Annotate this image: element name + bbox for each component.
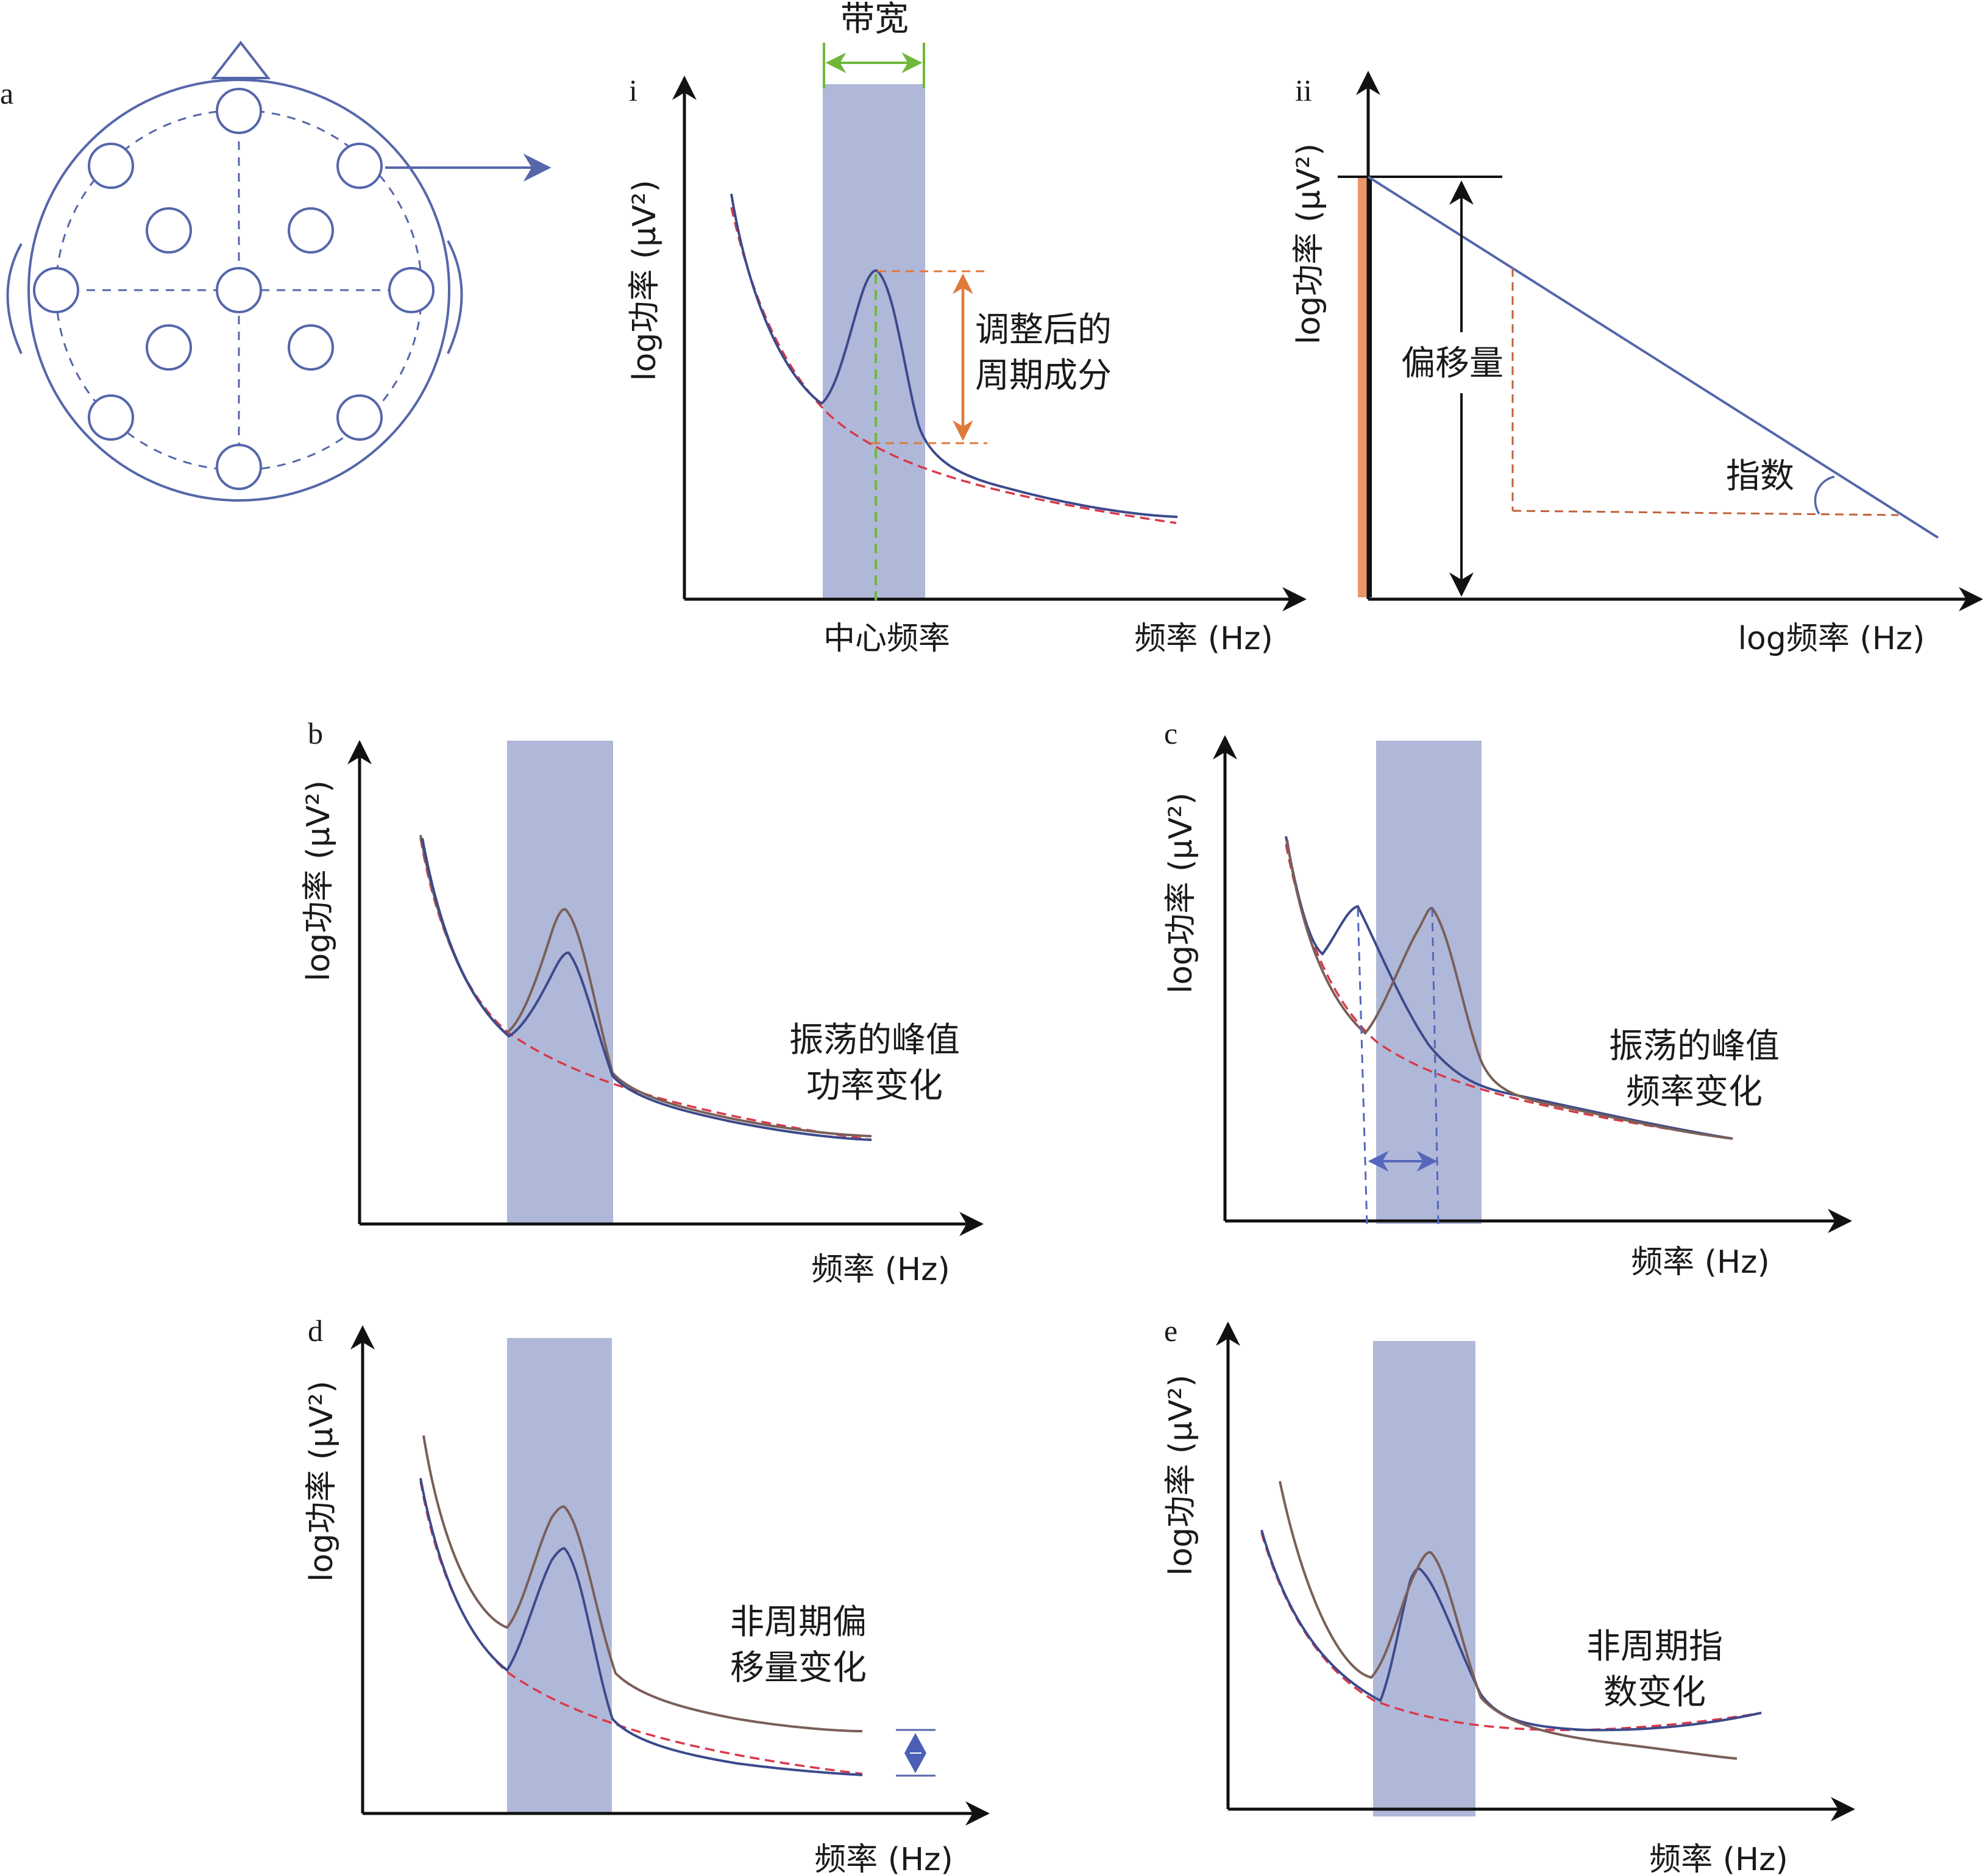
adjusted-periodic-label-line1: 调整后的 — [975, 310, 1112, 350]
panel-b-aperiodic-fit — [419, 838, 872, 1141]
panel-d-caption-line2: 移量变化 — [730, 1648, 867, 1688]
panel-a-head-map: a — [0, 40, 552, 502]
panel-c-caption-line1: 振荡的峰值 — [1609, 1026, 1780, 1066]
nose-triangle — [210, 40, 271, 79]
exponent-angle-arc — [1814, 475, 1835, 514]
exponent-label: 指数 — [1726, 457, 1794, 496]
offset-label-bg — [1393, 332, 1513, 393]
panel-i-power-spectrum — [730, 193, 1178, 518]
electrode-oz — [216, 444, 262, 490]
panel-d-ylabel: log功率 (μV²) — [304, 1381, 340, 1582]
electrode-t7 — [33, 267, 79, 313]
panel-d-aperiodic-fit — [419, 1481, 863, 1775]
electrode-cz — [216, 267, 262, 313]
electrode-p8 — [336, 394, 383, 441]
electrode-f8 — [336, 143, 383, 189]
panel-b-xlabel: 频率 (Hz) — [811, 1251, 950, 1288]
electrode-p3 — [146, 324, 192, 371]
panel-b-spectrum-high — [419, 834, 872, 1137]
panel-i: i log功率 (μV²) 频率 (Hz) 中心频率 带宽 调整后的 周期成分 — [627, 0, 1307, 657]
panel-i-xlabel: 频率 (Hz) — [1134, 621, 1273, 657]
panel-e-spectrum-steep — [1279, 1481, 1738, 1760]
panel-i-label: i — [629, 73, 637, 107]
panel-i-ylabel: log功率 (μV²) — [627, 180, 663, 381]
panel-b: b log功率 (μV²) 频率 (Hz) 振荡的峰值 功率变化 — [300, 716, 984, 1288]
panel-c-caption-line2: 频率变化 — [1626, 1072, 1763, 1112]
peak-freq-guide-left — [1357, 908, 1368, 1225]
panel-b-label: b — [308, 716, 323, 750]
panel-a-label: a — [0, 76, 13, 110]
panel-e-band — [1373, 1341, 1475, 1816]
panel-c-label: c — [1164, 716, 1177, 750]
panel-ii-ylabel: log功率 (μV²) — [1291, 143, 1327, 344]
right-ear — [447, 240, 463, 354]
panel-e: e log功率 (μV²) 频率 (Hz) 非周期指 数变化 — [1163, 1314, 1855, 1875]
panel-c-ylabel: log功率 (μV²) — [1163, 792, 1199, 994]
panel-d-caption-line1: 非周期偏 — [730, 1603, 867, 1642]
electrode-f3 — [146, 207, 192, 254]
panel-i-center-frequency: 中心频率 — [823, 621, 950, 657]
electrode-f4 — [288, 207, 334, 254]
panel-d: d log功率 (μV²) 频率 (Hz) 非周期偏 移量变化 — [304, 1314, 990, 1875]
electrodes — [33, 88, 435, 490]
head-outline — [27, 79, 450, 502]
panel-e-caption-line1: 非周期指 — [1586, 1627, 1723, 1667]
panel-e-caption-line2: 数变化 — [1603, 1673, 1706, 1712]
panel-b-caption-line1: 振荡的峰值 — [789, 1020, 960, 1060]
panel-e-label: e — [1164, 1314, 1177, 1348]
panel-b-spectrum-low — [421, 838, 872, 1141]
panel-ii-label: ii — [1295, 73, 1312, 107]
panel-d-spectrum-low-offset — [419, 1478, 863, 1776]
electrode-f7 — [88, 143, 134, 189]
panel-c-xlabel: 频率 (Hz) — [1631, 1244, 1770, 1281]
panel-e-spectrum-flat — [1260, 1529, 1762, 1732]
panel-ii-xlabel: log频率 (Hz) — [1738, 621, 1925, 657]
panel-d-band — [507, 1338, 612, 1813]
panel-e-xlabel: 频率 (Hz) — [1649, 1841, 1788, 1875]
panel-c-spectrum-high-freq — [1286, 839, 1733, 1140]
left-ear — [6, 243, 23, 354]
panel-d-xlabel: 频率 (Hz) — [814, 1841, 953, 1875]
bandwidth-label: 带宽 — [840, 0, 909, 39]
panel-b-band — [507, 741, 613, 1224]
panel-e-ylabel: log功率 (μV²) — [1163, 1375, 1199, 1576]
panel-c-spectrum-low-freq — [1285, 836, 1733, 1140]
panel-d-label: d — [308, 1314, 323, 1348]
panel-i-aperiodic-fit — [730, 207, 1177, 524]
adjusted-periodic-label-line2: 周期成分 — [975, 356, 1112, 396]
panel-ii: ii log功率 (μV²) log频率 (Hz) 偏移量 指数 — [1291, 71, 1983, 657]
electrode-t8 — [388, 267, 435, 313]
offset-label: 偏移量 — [1401, 344, 1503, 383]
electrode-fpz — [216, 88, 262, 134]
panel-b-ylabel: log功率 (μV²) — [300, 780, 337, 981]
electrode-p7 — [88, 394, 134, 441]
panel-d-spectrum-high-offset — [422, 1435, 863, 1732]
exponent-horizontal-guide — [1512, 510, 1899, 516]
panel-i-band — [823, 84, 925, 599]
electrode-p4 — [288, 324, 334, 371]
panel-c: c log功率 (μV²) 频率 (Hz) 振荡的峰值 频率变化 — [1163, 716, 1852, 1281]
panel-b-caption-line2: 功率变化 — [806, 1066, 943, 1106]
